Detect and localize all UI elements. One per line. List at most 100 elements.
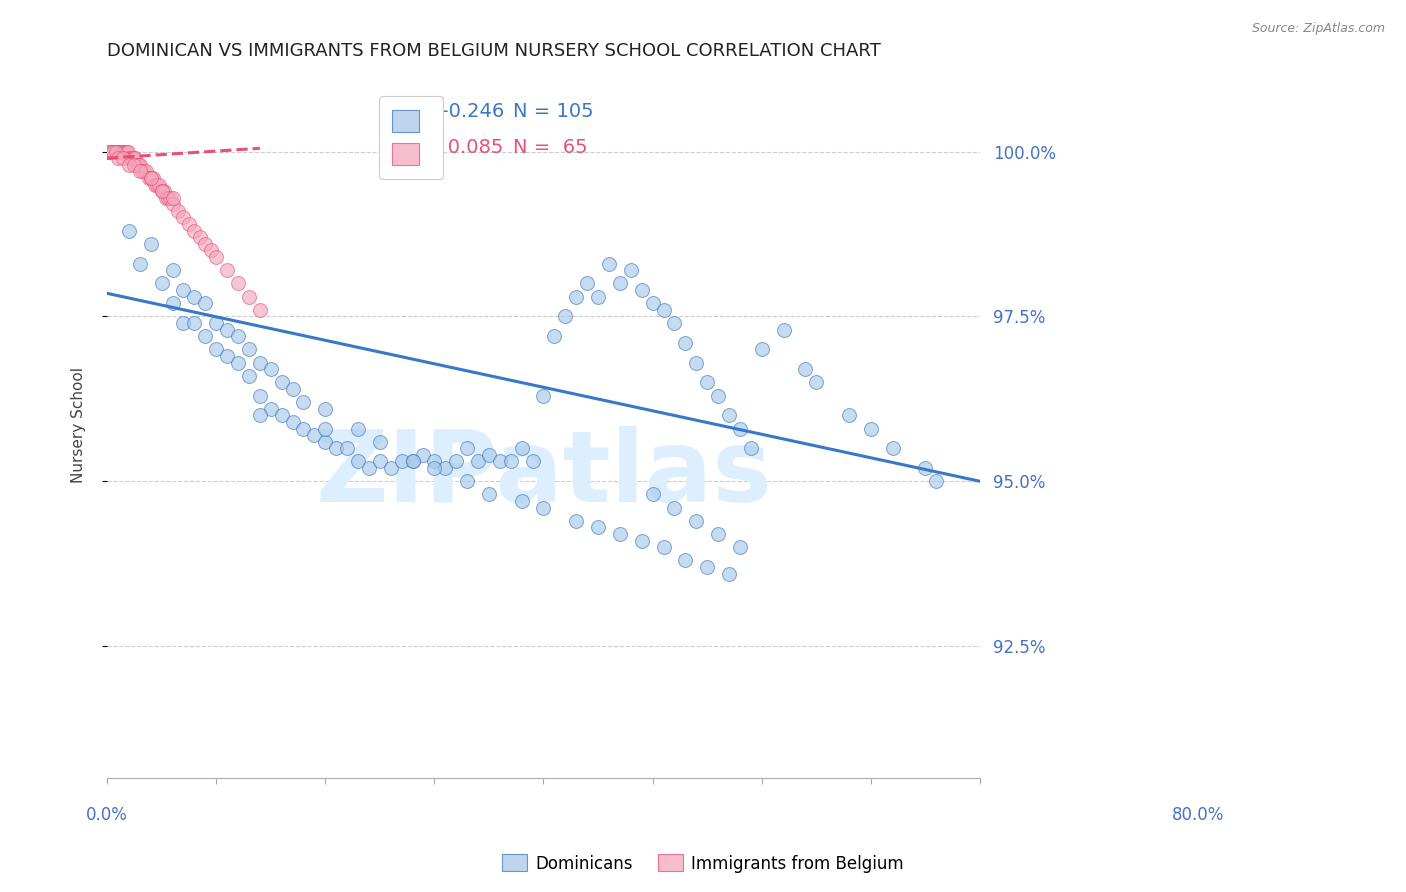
Point	[103, 145, 125, 159]
Point	[304, 428, 326, 442]
Point	[598, 257, 620, 271]
Legend: , : ,	[378, 96, 443, 179]
Point	[270, 376, 292, 390]
Point	[117, 145, 139, 159]
Point	[118, 151, 141, 165]
Point	[325, 442, 347, 456]
Point	[118, 158, 141, 172]
Point	[740, 442, 762, 456]
Point	[148, 178, 170, 192]
Point	[838, 409, 860, 423]
Point	[98, 145, 121, 159]
Point	[478, 487, 501, 501]
Point	[423, 461, 446, 475]
Point	[586, 520, 609, 534]
Point	[112, 151, 135, 165]
Point	[217, 349, 239, 363]
Text: ZIPatlas: ZIPatlas	[315, 426, 772, 523]
Point	[128, 257, 150, 271]
Point	[586, 290, 609, 304]
Point	[281, 382, 304, 396]
Point	[673, 335, 696, 350]
Point	[522, 454, 544, 468]
Text: Source: ZipAtlas.com: Source: ZipAtlas.com	[1251, 22, 1385, 36]
Point	[188, 230, 211, 244]
Point	[143, 178, 166, 192]
Point	[806, 376, 828, 390]
Point	[565, 290, 588, 304]
Point	[357, 461, 380, 475]
Point	[114, 145, 136, 159]
Point	[620, 263, 643, 277]
Point	[131, 164, 153, 178]
Text: R = -0.246: R = -0.246	[399, 102, 505, 120]
Point	[717, 566, 740, 581]
Point	[194, 236, 217, 251]
Point	[249, 409, 271, 423]
Point	[217, 323, 239, 337]
Point	[554, 310, 576, 324]
Point	[707, 388, 730, 402]
Point	[205, 343, 228, 357]
Point	[543, 329, 565, 343]
Point	[347, 421, 370, 435]
Point	[134, 164, 156, 178]
Point	[238, 290, 260, 304]
Point	[456, 475, 478, 489]
Point	[368, 434, 391, 449]
Point	[249, 355, 271, 369]
Point	[100, 145, 122, 159]
Point	[707, 527, 730, 541]
Point	[717, 409, 740, 423]
Point	[124, 151, 146, 165]
Point	[467, 454, 489, 468]
Point	[260, 362, 283, 376]
Point	[122, 151, 145, 165]
Point	[162, 197, 184, 211]
Point	[380, 461, 402, 475]
Point	[751, 343, 773, 357]
Point	[630, 283, 652, 297]
Point	[226, 355, 249, 369]
Point	[368, 454, 391, 468]
Point	[146, 178, 169, 192]
Point	[162, 263, 184, 277]
Point	[489, 454, 512, 468]
Point	[336, 442, 359, 456]
Point	[226, 277, 249, 291]
Point	[205, 250, 228, 264]
Point	[314, 434, 336, 449]
Point	[155, 191, 177, 205]
Point	[159, 191, 181, 205]
Point	[576, 277, 599, 291]
Point	[98, 145, 121, 159]
Y-axis label: Nursery School: Nursery School	[72, 368, 86, 483]
Point	[751, 863, 773, 878]
Point	[434, 461, 457, 475]
Point	[444, 454, 467, 468]
Point	[194, 329, 217, 343]
Point	[162, 296, 184, 310]
Point	[194, 296, 217, 310]
Point	[177, 217, 200, 231]
Point	[696, 560, 718, 574]
Point	[150, 184, 173, 198]
Point	[115, 145, 138, 159]
Point	[347, 454, 370, 468]
Point	[238, 343, 260, 357]
Point	[260, 401, 283, 416]
Point	[142, 170, 165, 185]
Point	[499, 454, 522, 468]
Point	[728, 421, 751, 435]
Point	[128, 158, 150, 172]
Point	[205, 316, 228, 330]
Point	[510, 442, 533, 456]
Point	[641, 487, 664, 501]
Point	[120, 151, 142, 165]
Point	[859, 421, 882, 435]
Point	[139, 170, 162, 185]
Point	[183, 224, 205, 238]
Point	[139, 236, 162, 251]
Point	[172, 316, 194, 330]
Point	[281, 415, 304, 429]
